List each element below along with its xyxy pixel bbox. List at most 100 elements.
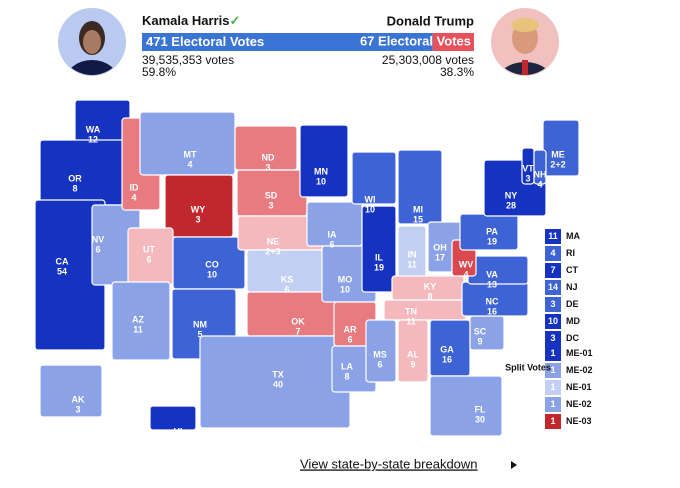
state-ev: 30 [475, 414, 485, 424]
state-abbr: IN [408, 249, 417, 259]
legend-abbr: MA [566, 231, 580, 241]
harris-photo [58, 8, 126, 76]
state-ev: 10 [340, 284, 350, 294]
legend-ev: 7 [550, 265, 555, 275]
state-abbr: NH [534, 169, 547, 179]
state-ev: 5 [197, 329, 202, 339]
state-ev: 7 [295, 326, 300, 336]
state-ev: 4 [131, 192, 136, 202]
state-abbr: SC [474, 326, 487, 336]
legend-box [545, 263, 561, 278]
state [365, 319, 397, 383]
link-text[interactable]: View state-by-state breakdown [300, 456, 478, 471]
state-abbr: TX [272, 369, 284, 379]
legend-box [545, 280, 561, 295]
state-abbr: WV [459, 259, 474, 269]
state-ev: 8 [344, 371, 349, 381]
state-abbr: ND [262, 152, 275, 162]
state-abbr: AL [407, 349, 419, 359]
state-abbr: WI [365, 194, 376, 204]
state-abbr: SD [265, 190, 278, 200]
state-ev: 3 [268, 200, 273, 210]
legend-box [545, 246, 561, 261]
legend-box [545, 297, 561, 312]
state-ev: 9 [410, 359, 415, 369]
state-ev: 6 [146, 254, 151, 264]
state-ev: 4 [463, 269, 468, 279]
legend-abbr: NE-02 [566, 399, 592, 409]
state-abbr: VA [486, 269, 498, 279]
label-part: 67 Electoral [360, 34, 437, 49]
state-ev: 10 [316, 176, 326, 186]
candidate-name: Kamala Harris✓ [142, 13, 240, 28]
breakdown-link[interactable]: View state-by-state breakdown [300, 456, 517, 471]
state-ev: 9 [477, 336, 482, 346]
us-map: WA12OR8CA54NV6ID4MT4WY3UT6AZ11CO10NM5ND3… [34, 99, 580, 446]
state [397, 149, 443, 225]
legend-abbr: CT [566, 265, 578, 275]
state-abbr: IA [328, 229, 338, 239]
vote-percent: 59.8% [142, 65, 176, 79]
state-ev: 54 [57, 266, 67, 276]
legend-box [545, 363, 561, 378]
state-abbr: KY [424, 281, 437, 291]
trump-bar [432, 33, 474, 51]
state-ev: 4 [537, 179, 542, 189]
state-ev: 6 [329, 239, 334, 249]
legend-abbr: NE-01 [566, 382, 592, 392]
state-ev: 2+3 [265, 246, 280, 256]
candidate-name: Donald Trump [387, 13, 474, 28]
legend-ev: 3 [550, 333, 555, 343]
legend-abbr: RI [566, 248, 575, 258]
state-ev: 4 [187, 159, 192, 169]
state-abbr: WA [86, 124, 101, 134]
state-abbr: TN [405, 306, 417, 316]
legend-abbr: ME-01 [566, 348, 593, 358]
state-abbr: OR [68, 173, 82, 183]
state [383, 299, 467, 321]
legend-abbr: NE-03 [566, 416, 592, 426]
state-abbr: AZ [132, 314, 144, 324]
vote-count: 39,535,353 votes [142, 53, 234, 67]
state-ev: 17 [435, 252, 445, 262]
state-ev: 10 [365, 204, 375, 214]
split-votes-title: Split Votes [505, 362, 551, 372]
state-ev: 12 [88, 134, 98, 144]
state-ev: 19 [374, 262, 384, 272]
legend-ev: 3 [550, 299, 555, 309]
state [397, 319, 429, 383]
harris-bar [142, 33, 433, 51]
state-ev: 16 [442, 354, 452, 364]
legend-ev: 10 [548, 316, 558, 326]
legend-abbr: NJ [566, 282, 578, 292]
state-abbr: NV [92, 234, 105, 244]
name: Kamala Harris [142, 13, 229, 28]
state-abbr: UT [143, 244, 155, 254]
state-ev: 15 [413, 214, 423, 224]
state-ev: 8 [72, 183, 77, 193]
state-abbr: ID [130, 182, 140, 192]
state-abbr: NY [505, 190, 518, 200]
state-ev: 11 [406, 316, 416, 326]
state-abbr: VT [522, 163, 534, 173]
vote-percent: 38.3% [440, 65, 474, 79]
state [542, 119, 580, 177]
legend-abbr: DE [566, 299, 579, 309]
state [149, 405, 197, 431]
state-ev: 6 [284, 284, 289, 294]
legend-ev: 1 [550, 348, 555, 358]
state-abbr: OK [291, 316, 305, 326]
state-abbr: MN [314, 166, 328, 176]
legend-box [545, 397, 561, 412]
electoral-label: 471 Electoral Votes [146, 34, 264, 49]
state [111, 281, 171, 361]
state-abbr: GA [440, 344, 454, 354]
state-ev: 2+2 [550, 159, 565, 169]
state [39, 364, 103, 418]
state [39, 139, 126, 206]
state-ev: 19 [487, 236, 497, 246]
state-ev: 40 [273, 379, 283, 389]
state [429, 375, 503, 437]
